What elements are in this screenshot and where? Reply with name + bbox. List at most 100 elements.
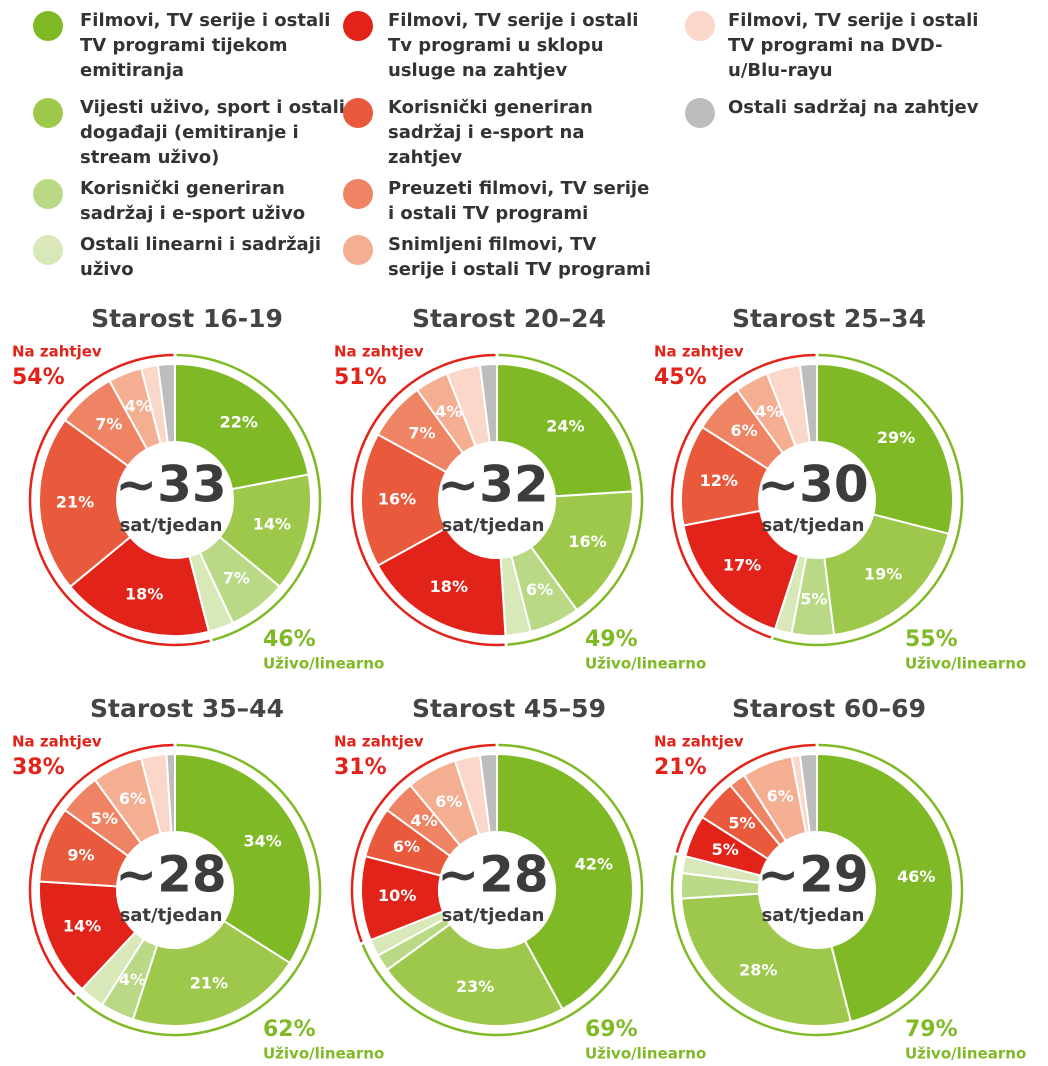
legend-swatch (343, 98, 373, 128)
donut-slice (376, 526, 507, 637)
donut-slice (478, 752, 498, 834)
slice-label: 9% (67, 846, 94, 865)
slice-label: 6% (731, 421, 758, 440)
on-demand-value: 38% (12, 755, 65, 780)
chart-title: Starost 16-19 (91, 304, 283, 333)
donut-slice (68, 535, 211, 637)
slice-label: 24% (546, 417, 584, 436)
legend-label: Ostali sadržaj na zahtjev (728, 97, 979, 118)
chart-title: Starost 25–34 (732, 304, 926, 333)
slice-label: 22% (220, 412, 258, 431)
legend-swatch (33, 11, 63, 41)
slice-label: 6% (119, 789, 146, 808)
on-demand-ring (670, 353, 816, 639)
donut-slice (496, 752, 635, 1011)
legend-swatch (33, 179, 63, 209)
live-label: Uživo/linearno (585, 655, 706, 673)
slice-label: 7% (223, 569, 250, 588)
legend-swatch (343, 179, 373, 209)
legend-label: Preuzeti filmovi, TV serije i ostali TV … (388, 178, 650, 224)
slice-label: 4% (411, 811, 438, 830)
legend-swatch (33, 98, 63, 128)
center-unit: sat/tjedan (120, 905, 223, 926)
slice-label: 5% (91, 809, 118, 828)
donut-slice (680, 892, 853, 1027)
on-demand-ring (28, 353, 210, 647)
donut-slice (385, 922, 564, 1027)
slice-label: 28% (739, 960, 777, 979)
slice-label: 4% (125, 397, 152, 416)
center-unit: sat/tjedan (442, 515, 545, 536)
slice-label: 4% (119, 970, 146, 989)
center-value: ~29 (757, 846, 868, 904)
live-ring (361, 743, 644, 1037)
slice-label: 21% (56, 493, 94, 512)
slice-label: 6% (393, 837, 420, 856)
on-demand-ring (675, 743, 816, 853)
donut-slice (131, 919, 292, 1027)
chart-title: Starost 35–44 (90, 694, 284, 723)
donut-slice (38, 418, 132, 589)
slice-label: 29% (877, 428, 915, 447)
slice-label: 23% (456, 977, 494, 996)
center-value: ~30 (757, 456, 868, 514)
slice-label: 12% (700, 471, 738, 490)
center-unit: sat/tjedan (762, 905, 865, 926)
donut-slice (478, 362, 498, 444)
live-value: 49% (585, 627, 638, 652)
donut-slice (682, 509, 801, 631)
slice-label: 6% (435, 792, 462, 811)
live-value: 62% (263, 1017, 316, 1042)
center-value: ~28 (437, 846, 548, 904)
center-unit: sat/tjedan (120, 515, 223, 536)
slice-label: 16% (378, 490, 416, 509)
center-unit: sat/tjedan (442, 905, 545, 926)
slice-label: 14% (63, 916, 101, 935)
legend-label: Filmovi, TV serije i ostali TV programi … (80, 10, 331, 81)
on-demand-label: Na zahtjev (654, 733, 744, 751)
live-label: Uživo/linearno (263, 1045, 384, 1063)
on-demand-label: Na zahtjev (654, 343, 744, 361)
donut-slice (174, 752, 312, 965)
legend-swatch (343, 235, 373, 265)
center-value: ~32 (437, 456, 548, 514)
slice-label: 7% (95, 414, 122, 433)
live-label: Uživo/linearno (263, 655, 384, 673)
legend-label: Ostali linearni i sadržaji uživo (80, 234, 322, 280)
donut-slice (360, 433, 448, 567)
donut-slice (156, 362, 176, 444)
slice-label: 6% (526, 580, 553, 599)
slice-label: 18% (125, 585, 163, 604)
donut-slice (798, 752, 818, 834)
on-demand-value: 21% (654, 755, 707, 780)
chart-title: Starost 60–69 (732, 694, 926, 723)
slice-label: 17% (723, 556, 761, 575)
on-demand-value: 31% (334, 755, 387, 780)
slice-label: 4% (435, 402, 462, 421)
legend-swatch (33, 235, 63, 265)
on-demand-label: Na zahtjev (12, 733, 102, 751)
legend-swatch (685, 98, 715, 128)
donut-slice (823, 513, 950, 637)
slice-label: 42% (575, 855, 613, 874)
donut-slice (165, 752, 176, 834)
on-demand-ring (350, 743, 496, 943)
chart-title: Starost 20–24 (412, 304, 606, 333)
slice-label: 21% (190, 974, 228, 993)
on-demand-value: 51% (334, 365, 387, 390)
on-demand-label: Na zahtjev (12, 343, 102, 361)
slice-label: 14% (253, 514, 291, 533)
legend-label: Filmovi, TV serije i ostali TV programi … (728, 10, 979, 81)
slice-label: 18% (430, 577, 468, 596)
slice-label: 46% (897, 867, 935, 886)
chart-title: Starost 45–59 (412, 694, 606, 723)
slice-label: 34% (243, 831, 281, 850)
legend-label: Snimljeni filmovi, TV serije i ostali TV… (388, 234, 651, 280)
slice-label: 5% (800, 589, 827, 608)
slice-label: 4% (755, 402, 782, 421)
legend-label: Korisnički generiran sadržaj i e-sport u… (80, 178, 306, 224)
on-demand-value: 54% (12, 365, 65, 390)
legend-label: Vijesti uživo, sport i ostali događaji (… (80, 97, 345, 168)
